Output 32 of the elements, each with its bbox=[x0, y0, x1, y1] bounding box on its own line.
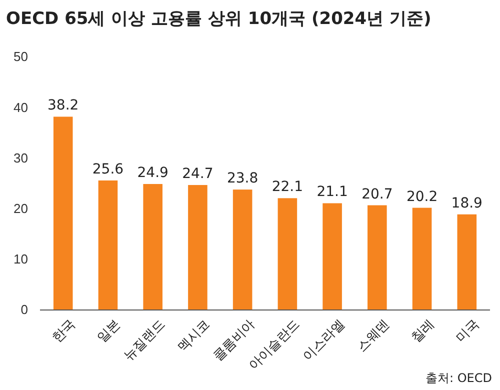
data-label: 38.2 bbox=[48, 98, 79, 114]
bar bbox=[278, 198, 298, 310]
bar bbox=[143, 184, 162, 310]
x-tick-label: 한국 bbox=[48, 316, 78, 346]
bar bbox=[412, 208, 432, 310]
bar bbox=[53, 116, 73, 310]
data-label: 25.6 bbox=[92, 161, 124, 178]
y-tick-label: 50 bbox=[14, 49, 28, 64]
y-tick-label: 10 bbox=[14, 252, 28, 267]
bar bbox=[188, 185, 208, 310]
data-label: 23.8 bbox=[226, 170, 258, 187]
y-tick-label: 30 bbox=[14, 150, 28, 166]
data-label: 24.7 bbox=[182, 166, 214, 182]
x-tick-label: 칠레 bbox=[408, 316, 437, 346]
y-tick-label: 40 bbox=[14, 100, 28, 115]
bar bbox=[322, 203, 342, 310]
bar bbox=[98, 180, 118, 310]
data-label: 24.9 bbox=[137, 165, 168, 182]
data-label: 20.7 bbox=[362, 186, 393, 202]
data-label: 21.1 bbox=[316, 184, 348, 200]
x-tick-label: 일본 bbox=[94, 316, 123, 346]
x-tick-label: 미국 bbox=[452, 316, 482, 346]
bar bbox=[457, 214, 477, 310]
source-note: 출처: OECD bbox=[425, 371, 492, 385]
chart-title: OECD 65세 이상 고용률 상위 10개국 (2024년 기준) bbox=[6, 9, 432, 29]
y-tick-label: 20 bbox=[14, 200, 28, 216]
bar bbox=[368, 205, 387, 310]
data-label: 18.9 bbox=[451, 195, 482, 212]
data-label: 20.2 bbox=[406, 188, 438, 205]
data-label: 22.1 bbox=[272, 179, 304, 196]
y-tick-label: 0 bbox=[20, 302, 28, 318]
bar bbox=[232, 190, 252, 310]
